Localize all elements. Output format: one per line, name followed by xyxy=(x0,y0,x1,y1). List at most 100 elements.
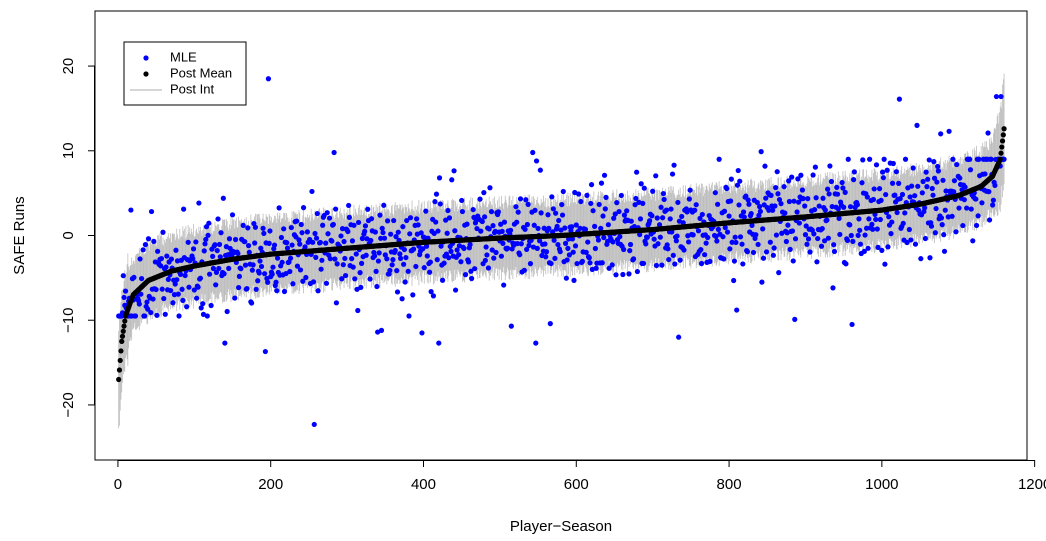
mle-point xyxy=(470,206,476,213)
mle-point xyxy=(378,235,384,241)
mle-point xyxy=(355,219,362,226)
mle-point xyxy=(195,284,201,290)
mle-point xyxy=(884,167,890,173)
mle-point xyxy=(919,190,925,196)
mle-point xyxy=(413,263,419,270)
mle-point xyxy=(501,282,507,288)
mle-point xyxy=(427,259,433,265)
mle-point xyxy=(469,275,475,282)
mle-point xyxy=(922,235,929,242)
mle-point xyxy=(491,255,497,261)
mle-point xyxy=(863,225,870,231)
mle-point xyxy=(925,176,931,182)
mle-point xyxy=(892,192,898,198)
mle-point xyxy=(260,225,266,231)
mle-point xyxy=(310,239,316,245)
mle-point xyxy=(745,197,751,203)
mle-point xyxy=(258,245,264,251)
mle-point xyxy=(403,254,409,261)
mle-point xyxy=(373,268,379,274)
mle-point xyxy=(423,243,430,249)
mle-point xyxy=(949,213,955,219)
mle-point xyxy=(667,216,673,222)
mle-point xyxy=(389,262,395,268)
mle-point xyxy=(834,191,841,197)
mle-point xyxy=(731,277,737,284)
mle-point xyxy=(577,225,583,231)
mle-point xyxy=(946,128,952,134)
mle-point xyxy=(595,237,602,243)
mle-point xyxy=(990,197,996,203)
mle-point xyxy=(770,207,776,213)
mle-point xyxy=(375,258,382,264)
mle-point xyxy=(294,218,300,224)
mle-point xyxy=(926,157,932,163)
mle-point xyxy=(831,242,837,248)
mle-point xyxy=(452,287,459,293)
mle-point xyxy=(390,257,396,263)
mle-point xyxy=(902,210,908,216)
mle-point xyxy=(362,228,368,234)
mle-point xyxy=(610,239,616,245)
mle-point xyxy=(633,195,639,202)
mle-point xyxy=(500,240,506,246)
mle-point xyxy=(451,168,457,174)
mle-point xyxy=(886,214,892,220)
mle-point xyxy=(824,217,830,223)
mle-point xyxy=(131,274,137,281)
mle-point xyxy=(924,184,930,190)
mle-point xyxy=(204,313,210,319)
mle-point xyxy=(527,261,534,267)
mle-point xyxy=(274,255,281,261)
mle-point xyxy=(159,286,165,292)
mle-point xyxy=(877,216,883,223)
y-tick-label: −20 xyxy=(60,392,77,417)
mle-point xyxy=(200,301,206,307)
mle-point xyxy=(763,195,769,201)
mle-point xyxy=(560,188,566,195)
mle-point xyxy=(276,205,282,211)
mle-point xyxy=(878,197,884,203)
mle-point xyxy=(566,236,572,242)
mle-point xyxy=(261,271,268,277)
mle-point xyxy=(310,279,317,285)
mle-point xyxy=(526,242,532,249)
mle-point xyxy=(658,204,664,210)
mle-point xyxy=(804,241,810,247)
mle-point xyxy=(194,295,200,301)
mle-point xyxy=(444,230,450,236)
mle-point xyxy=(849,321,855,328)
mle-point xyxy=(850,177,857,183)
mle-point xyxy=(432,199,438,205)
mle-point xyxy=(617,234,623,240)
mle-point xyxy=(374,283,380,290)
mle-point xyxy=(320,222,326,228)
mle-point xyxy=(810,172,816,178)
mle-point xyxy=(697,215,703,221)
mle-point xyxy=(641,185,647,191)
mle-point xyxy=(376,250,382,256)
mle-point xyxy=(533,340,539,346)
mle-point xyxy=(379,225,385,231)
mle-point xyxy=(588,182,595,188)
mle-point xyxy=(900,220,906,226)
mle-point xyxy=(669,171,676,177)
post-mean-point xyxy=(1000,132,1006,138)
mle-point xyxy=(273,279,279,285)
mle-point xyxy=(850,238,856,244)
mle-point xyxy=(238,266,244,272)
mle-point xyxy=(802,203,808,209)
mle-point xyxy=(559,201,565,208)
mle-point xyxy=(685,239,692,245)
mle-point xyxy=(406,313,412,319)
mle-point xyxy=(759,279,765,285)
mle-point xyxy=(261,230,267,236)
mle-point xyxy=(731,258,738,264)
mle-point xyxy=(507,227,514,233)
mle-point xyxy=(531,222,537,228)
mle-point xyxy=(372,253,378,259)
mle-point xyxy=(870,226,876,232)
mle-point xyxy=(198,305,204,311)
mle-point xyxy=(663,207,670,213)
